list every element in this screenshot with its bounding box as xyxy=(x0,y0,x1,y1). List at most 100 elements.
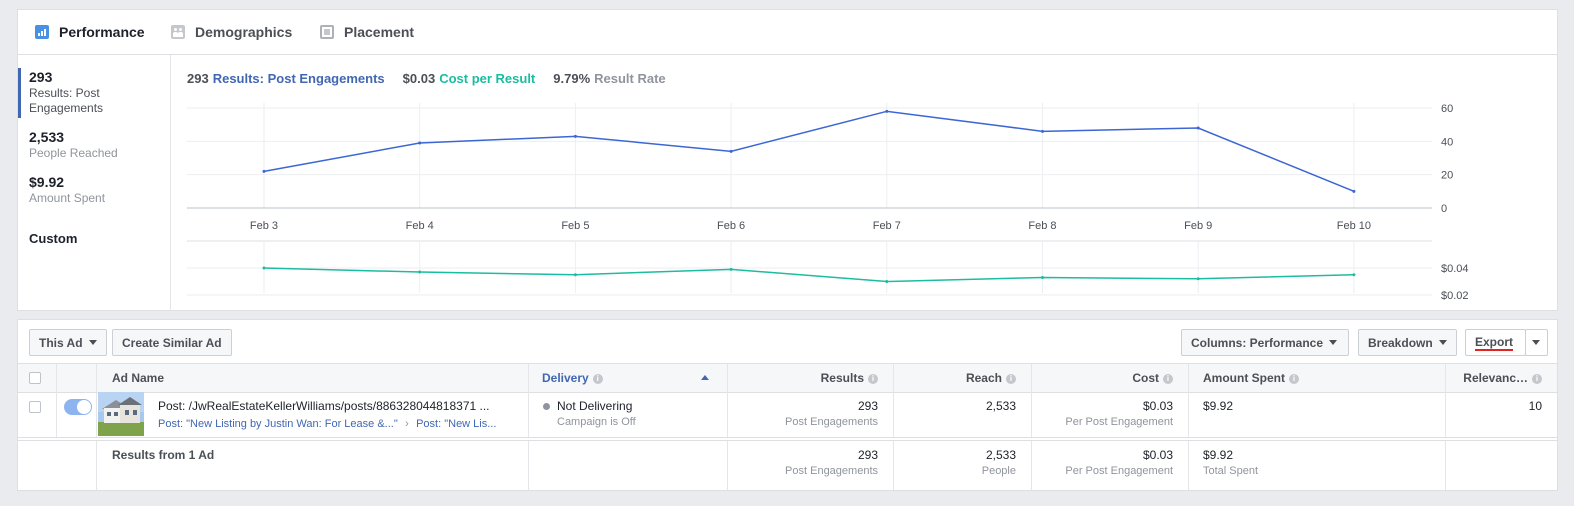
this-ad-dropdown[interactable]: This Ad xyxy=(29,329,107,356)
y-tick-label: 20 xyxy=(1441,170,1453,182)
summary-rate-label: Result Rate xyxy=(594,71,666,86)
col-cost[interactable]: Cost i xyxy=(1032,364,1189,392)
metric-spent[interactable]: $9.92 Amount Spent xyxy=(29,174,159,206)
export-options-dropdown[interactable] xyxy=(1525,329,1548,356)
data-point-cost xyxy=(729,267,733,271)
x-tick-label: Feb 3 xyxy=(250,220,278,232)
performance-chart: 0 20 40 60 Feb 3 Feb 4 Feb 5 Feb 6 Feb 7 Feb 8 Feb… xyxy=(187,103,1469,302)
total-results-value: 293 xyxy=(857,448,878,462)
tab-demographics-label: Demographics xyxy=(195,24,293,40)
ad-name[interactable]: Post: /JwRealEstateKellerWilliams/posts/… xyxy=(158,399,490,413)
metric-reach-label: People Reached xyxy=(29,146,118,160)
delivery-status: Not Delivering xyxy=(557,399,633,413)
ads-table-panel: This Ad Create Similar Ad Columns: Perfo… xyxy=(17,319,1558,491)
metric-results[interactable]: 293 Results: Post Engagements xyxy=(29,69,159,116)
row-checkbox[interactable] xyxy=(29,401,41,413)
col-results[interactable]: Results i xyxy=(728,364,894,392)
create-similar-ad-label: Create Similar Ad xyxy=(122,335,222,350)
columns-label: Columns: Performance xyxy=(1191,335,1324,350)
total-label: Results from 1 Ad xyxy=(112,448,215,462)
create-similar-ad-button[interactable]: Create Similar Ad xyxy=(112,329,232,356)
info-icon[interactable]: i xyxy=(1163,373,1173,384)
summary-results-label: Results: Post Engagements xyxy=(212,71,385,86)
total-reach-value: 2,533 xyxy=(985,448,1016,462)
people-icon xyxy=(171,25,185,39)
x-tick-label: Feb 8 xyxy=(1028,220,1056,232)
table-total-row: Results from 1 Ad 293 Post Engagements 2… xyxy=(18,440,1557,491)
data-point-results xyxy=(418,141,422,145)
ad-name-cell: Post: /JwRealEstateKellerWilliams/posts/… xyxy=(97,392,529,437)
chevron-down-icon xyxy=(1329,340,1338,345)
col-delivery-label: Delivery xyxy=(542,371,589,385)
y-tick-label: 40 xyxy=(1441,136,1453,148)
breakdown-dropdown[interactable]: Breakdown xyxy=(1358,329,1457,356)
post-link-2[interactable]: Post: "New Lis... xyxy=(416,418,497,430)
export-button[interactable]: Export xyxy=(1465,329,1526,356)
chevron-down-icon xyxy=(1438,340,1447,345)
data-point-results xyxy=(1041,129,1044,133)
cost-sub: Per Post Engagement xyxy=(1065,416,1173,428)
col-relevance[interactable]: Relevanc… i xyxy=(1446,364,1557,392)
house-photo-icon xyxy=(98,392,144,436)
total-spent-cell: $9.92 Total Spent xyxy=(1189,441,1446,490)
col-cost-label: Cost xyxy=(1132,371,1159,385)
y-tick-label: $0.04 xyxy=(1441,263,1469,275)
chart-summary: 293 Results: Post Engagements $0.03 Cost pe… xyxy=(187,71,670,86)
total-spent-sub: Total Spent xyxy=(1203,465,1259,477)
ad-thumbnail[interactable] xyxy=(98,392,144,436)
total-reach-sub: People xyxy=(981,465,1016,477)
col-results-label: Results xyxy=(820,371,864,385)
reach-cell: 2,533 xyxy=(894,392,1032,437)
spent-cell: $9.92 xyxy=(1189,392,1446,437)
metric-reach[interactable]: 2,533 People Reached xyxy=(29,129,159,161)
summary-rate-value: 9.79% xyxy=(553,71,591,86)
data-point-results xyxy=(1352,189,1356,193)
x-tick-label: Feb 4 xyxy=(406,220,434,232)
select-all-checkbox[interactable] xyxy=(29,372,41,384)
cost-value: $0.03 xyxy=(1142,399,1173,413)
col-amount-spent[interactable]: Amount Spent i xyxy=(1189,364,1446,392)
post-link-1[interactable]: Post: "New Listing by Justin Wan: For Le… xyxy=(158,418,398,430)
data-point-results xyxy=(729,149,733,153)
series-line-cost xyxy=(263,267,1354,283)
total-spacer-cell xyxy=(18,441,97,490)
tab-placement-label: Placement xyxy=(344,24,415,40)
info-icon[interactable]: i xyxy=(1289,373,1299,384)
chevron-right-icon: › xyxy=(405,418,409,430)
columns-dropdown[interactable]: Columns: Performance xyxy=(1181,329,1349,356)
y-tick-label: 0 xyxy=(1441,203,1447,215)
selected-metric-indicator xyxy=(18,68,21,118)
tab-placement[interactable]: Placement xyxy=(320,23,414,41)
chevron-down-icon xyxy=(1532,340,1540,345)
col-delivery[interactable]: Delivery i xyxy=(529,364,728,392)
data-point-results xyxy=(262,169,266,173)
col-ad-name[interactable]: Ad Name xyxy=(97,364,529,392)
total-cost-value: $0.03 xyxy=(1142,448,1173,462)
export-label: Export xyxy=(1475,334,1514,351)
col-reach[interactable]: Reach i xyxy=(894,364,1032,392)
x-tick-label: Feb 7 xyxy=(873,220,901,232)
chevron-down-icon xyxy=(88,340,97,345)
insights-panel: Performance Demographics Placement 293 R… xyxy=(17,9,1558,311)
tab-performance[interactable]: Performance xyxy=(35,23,145,41)
info-icon[interactable]: i xyxy=(592,373,603,384)
info-icon[interactable]: i xyxy=(1006,373,1016,384)
series-line-results xyxy=(263,110,1355,193)
placement-icon xyxy=(320,25,334,39)
data-point-results xyxy=(573,134,577,138)
row-select-cell xyxy=(18,392,57,437)
y-tick-label: $0.02 xyxy=(1441,290,1469,302)
tab-demographics[interactable]: Demographics xyxy=(171,23,292,41)
custom-metric-link[interactable]: Custom xyxy=(29,231,78,246)
sort-ascending-icon xyxy=(701,375,709,380)
info-icon[interactable]: i xyxy=(868,373,878,384)
relevance-value: 10 xyxy=(1528,399,1542,413)
ad-on-off-toggle[interactable] xyxy=(64,399,92,415)
x-tick-label: Feb 6 xyxy=(717,220,745,232)
results-cell: 293 Post Engagements xyxy=(728,392,894,437)
breakdown-label: Breakdown xyxy=(1368,335,1433,350)
info-icon[interactable]: i xyxy=(1532,373,1542,384)
cost-cell: $0.03 Per Post Engagement xyxy=(1032,392,1189,437)
table-row[interactable]: Post: /JwRealEstateKellerWilliams/posts/… xyxy=(18,392,1557,438)
data-point-cost xyxy=(418,270,422,274)
